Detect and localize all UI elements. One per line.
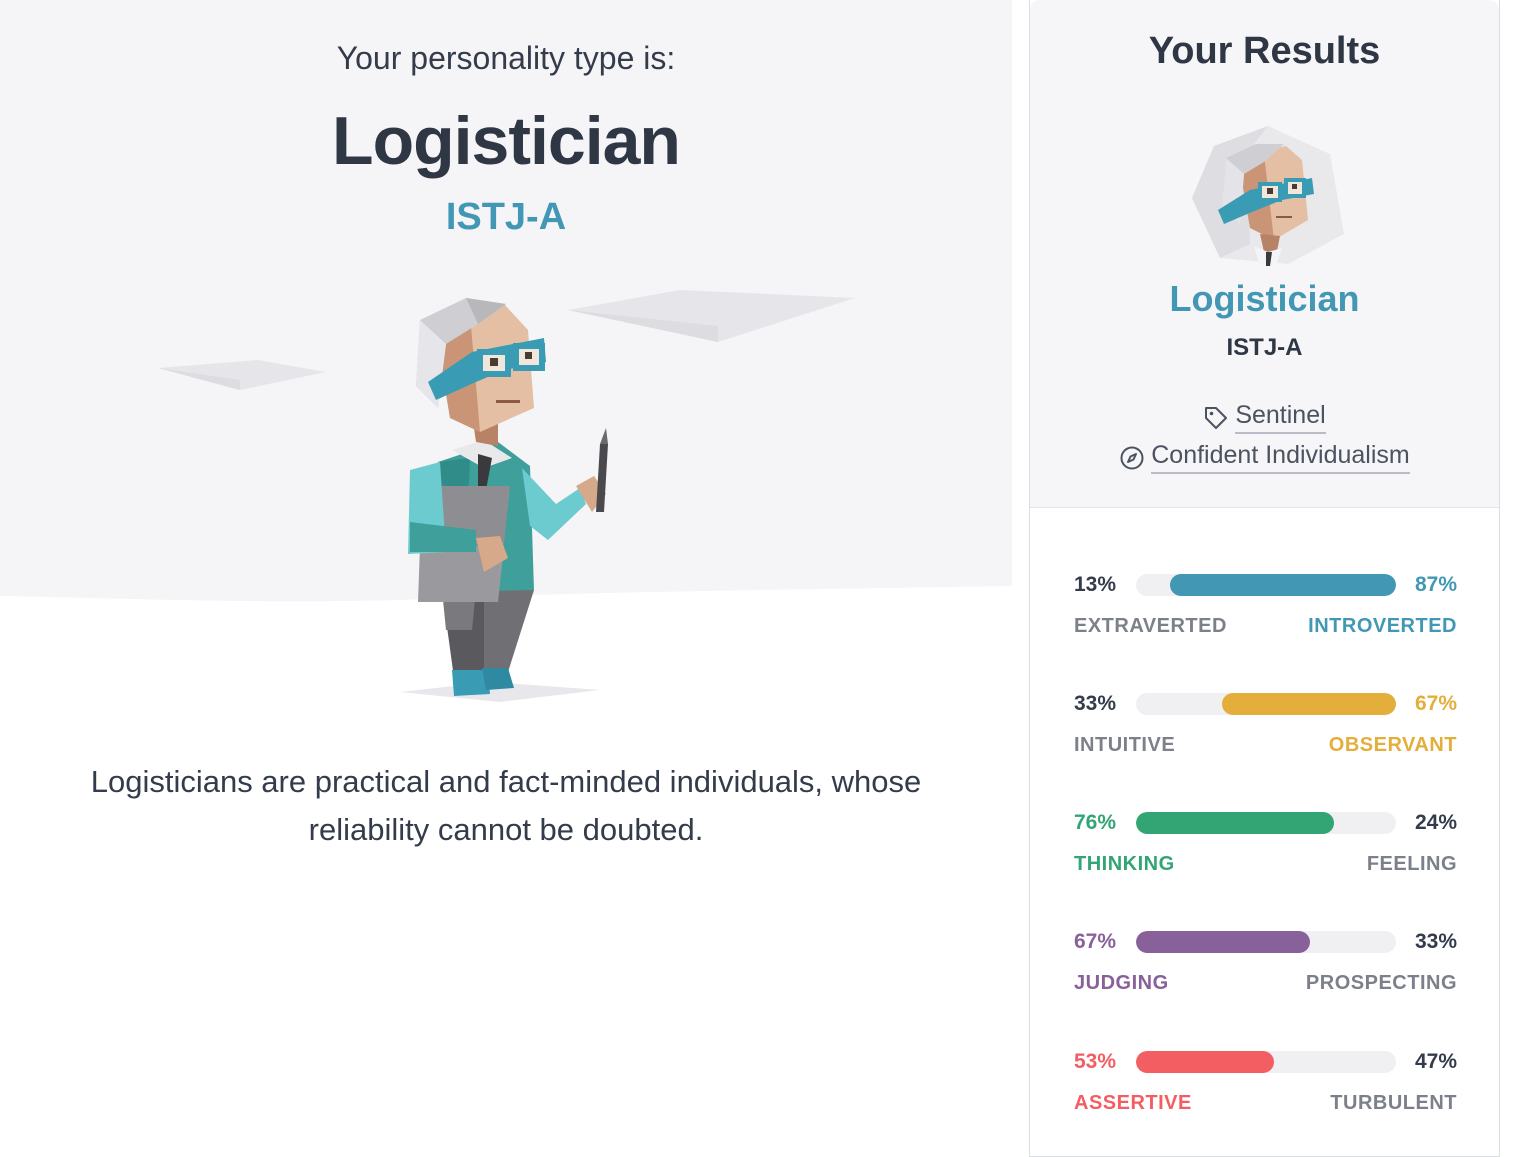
trait-right-percent: 87% [1414, 573, 1457, 596]
trait-left-label: JUDGING [1074, 972, 1169, 994]
trait-right-percent: 67% [1414, 692, 1457, 715]
trait-bar-track [1136, 812, 1396, 834]
trait-right-label: FEELING [1366, 853, 1457, 875]
hero-section: Your personality type is: Logistician IS… [90, 40, 922, 847]
results-heading: Your Results [1148, 30, 1381, 72]
trait-left-label: INTUITIVE [1074, 734, 1176, 756]
trait-right-percent: 47% [1414, 1050, 1457, 1073]
hero-background [158, 290, 855, 390]
type-name-heading: Logistician [332, 103, 681, 179]
results-card-header: Your Results Logistician ISTJ-A [1030, 0, 1499, 508]
trait-left-percent: 67% [1074, 930, 1117, 953]
trait-left-percent: 53% [1074, 1050, 1117, 1073]
type-description: Logisticians are practical and fact-mind… [90, 764, 922, 847]
strategy-link[interactable]: Confident Individualism [1030, 441, 1499, 474]
trait-left-label: EXTRAVERTED [1074, 615, 1227, 637]
hero-kicker: Your personality type is: [336, 40, 676, 76]
trait-identity: 53% 47% ASSERTIVE TURBULENT [1074, 1050, 1457, 1150]
trait-nature: 76% 24% THINKING FEELING [1074, 811, 1457, 911]
trait-mind: 33% 67% INTUITIVE OBSERVANT [1074, 692, 1457, 792]
results-card: Your Results Logistician ISTJ-A [1029, 0, 1500, 1157]
trait-right-label: TURBULENT [1330, 1092, 1457, 1114]
trait-bar-track [1136, 1051, 1396, 1073]
trait-bar-track [1136, 931, 1396, 953]
trait-bar-track [1136, 693, 1396, 715]
trait-left-percent: 33% [1074, 692, 1117, 715]
tag-icon [1205, 406, 1228, 429]
trait-bar-fill [1136, 812, 1334, 834]
card-type-code: ISTJ-A [1226, 334, 1303, 361]
type-avatar [1192, 126, 1344, 266]
trait-left-percent: 76% [1074, 811, 1117, 834]
trait-right-label: OBSERVANT [1328, 734, 1457, 756]
trait-right-label: PROSPECTING [1305, 972, 1457, 994]
trait-bar-fill [1221, 693, 1396, 715]
trait-bar-fill [1136, 1051, 1274, 1073]
trait-tactics: 67% 33% JUDGING PROSPECTING [1074, 930, 1457, 1030]
trait-bar-track [1136, 574, 1396, 596]
role-link[interactable]: Sentinel [1030, 401, 1499, 434]
trait-right-percent: 24% [1414, 811, 1457, 834]
trait-energy: 13% 87% EXTRAVERTED INTROVERTED [1074, 573, 1457, 673]
trait-left-label: ASSERTIVE [1074, 1092, 1192, 1114]
compass-icon [1120, 446, 1144, 469]
trait-left-label: THINKING [1074, 853, 1175, 875]
type-code: ISTJ-A [445, 196, 567, 238]
trait-left-percent: 13% [1074, 573, 1117, 596]
trait-right-label: INTROVERTED [1308, 615, 1457, 637]
trait-bar-fill [1136, 931, 1311, 953]
role-label[interactable]: Sentinel [1235, 401, 1326, 434]
logistician-illustration [400, 298, 608, 702]
strategy-label[interactable]: Confident Individualism [1151, 441, 1410, 474]
trait-right-percent: 33% [1414, 930, 1457, 953]
trait-bar-fill [1169, 574, 1396, 596]
card-type-name: Logistician [1169, 278, 1360, 319]
